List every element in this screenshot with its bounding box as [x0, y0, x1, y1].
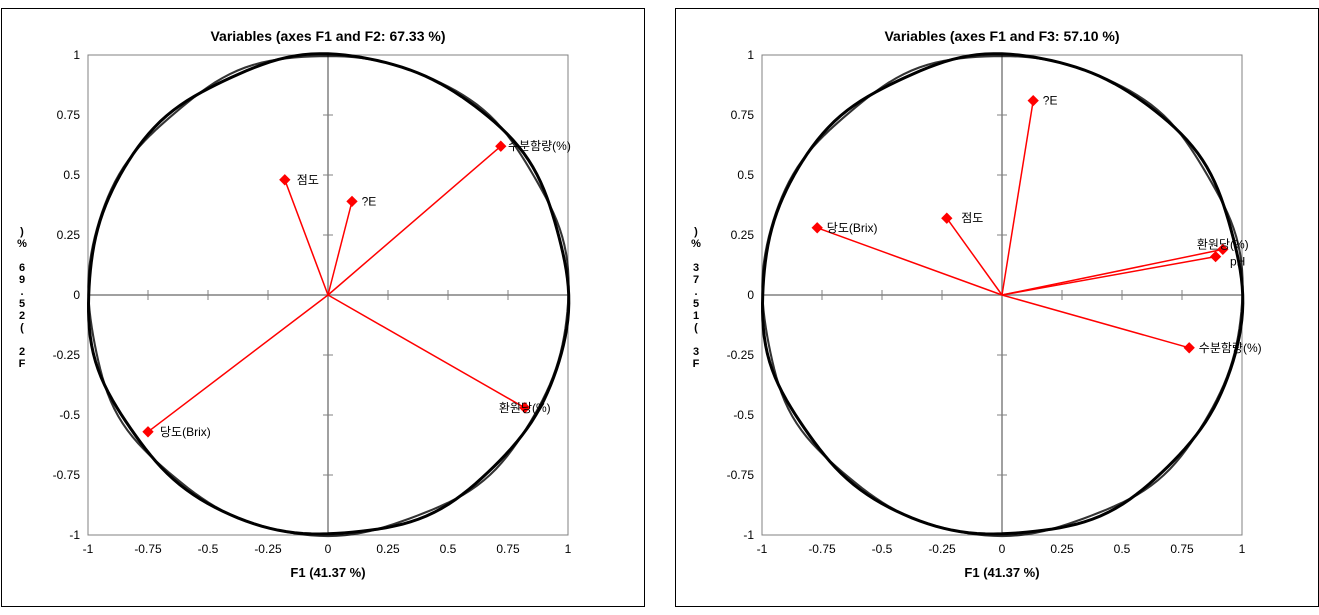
pca-chart-panel-2: Variables (axes F1 and F3: 57.10 %) -1 -0.… — [675, 8, 1319, 607]
svg-text:7: 7 — [692, 274, 698, 286]
svg-text:0.25: 0.25 — [56, 228, 80, 242]
svg-text:-0.75: -0.75 — [134, 542, 162, 556]
svg-text:1: 1 — [1238, 542, 1245, 556]
svg-text:1: 1 — [692, 310, 698, 322]
svg-text:2: 2 — [18, 310, 24, 322]
svg-text:0.5: 0.5 — [737, 168, 754, 182]
svg-text:-0.75: -0.75 — [726, 468, 754, 482]
svg-text:3: 3 — [692, 346, 698, 358]
svg-text:0: 0 — [998, 542, 1005, 556]
pca-biplot-1: Variables (axes F1 and F2: 67.33 %) -1 -0.… — [8, 15, 638, 595]
loading-label: 수분함량(%) — [1198, 341, 1261, 355]
svg-text:2: 2 — [18, 346, 24, 358]
pca-chart-panel-1: Variables (axes F1 and F2: 67.33 %) -1 -0.… — [1, 8, 645, 607]
svg-text:-0.5: -0.5 — [733, 408, 754, 422]
svg-text:1: 1 — [73, 48, 80, 62]
svg-text:.: . — [20, 286, 23, 298]
svg-text:F: F — [692, 358, 699, 370]
svg-text:0.75: 0.75 — [1170, 542, 1194, 556]
svg-text:5: 5 — [18, 298, 24, 310]
svg-text:0.5: 0.5 — [439, 542, 456, 556]
svg-text:0: 0 — [324, 542, 331, 556]
y-axis-label: ) — [20, 226, 24, 238]
loading-label: 당도(Brix) — [160, 425, 211, 439]
loading-label: ?E — [1042, 94, 1057, 108]
svg-text:-1: -1 — [69, 528, 80, 542]
svg-text:6: 6 — [18, 262, 24, 274]
svg-text:0.25: 0.25 — [376, 542, 400, 556]
svg-text:0.25: 0.25 — [730, 228, 754, 242]
svg-text:-1: -1 — [743, 528, 754, 542]
svg-text:-0.25: -0.25 — [254, 542, 282, 556]
svg-text:-0.5: -0.5 — [197, 542, 218, 556]
svg-text:-0.25: -0.25 — [726, 348, 754, 362]
svg-text:1: 1 — [564, 542, 571, 556]
svg-text:-0.25: -0.25 — [52, 348, 80, 362]
svg-text:-0.25: -0.25 — [928, 542, 956, 556]
loading-label: 환원당(%) — [498, 401, 550, 415]
svg-text:-1: -1 — [756, 542, 767, 556]
svg-text:-0.75: -0.75 — [808, 542, 836, 556]
svg-text:(: ( — [20, 322, 24, 334]
svg-text:1: 1 — [747, 48, 754, 62]
svg-text:0.75: 0.75 — [730, 108, 754, 122]
svg-text:-1: -1 — [82, 542, 93, 556]
loading-label: pH — [1230, 254, 1245, 268]
svg-text:0.5: 0.5 — [1113, 542, 1130, 556]
svg-text:9: 9 — [18, 274, 24, 286]
x-axis-label: F1 (41.37 %) — [290, 565, 365, 580]
loading-label: 점도 — [961, 211, 983, 225]
svg-text:0: 0 — [73, 288, 80, 302]
svg-text:F: F — [18, 358, 25, 370]
loading-label: 수분함량(%) — [508, 139, 571, 153]
svg-text:-0.5: -0.5 — [871, 542, 892, 556]
svg-text:%: % — [17, 238, 27, 250]
loading-label: 환원당(%) — [1196, 238, 1248, 252]
svg-text:5: 5 — [692, 298, 698, 310]
loading-label: 당도(Brix) — [826, 221, 877, 235]
svg-text:3: 3 — [692, 262, 698, 274]
svg-text:(: ( — [694, 322, 698, 334]
chart-title: Variables (axes F1 and F2: 67.33 %) — [210, 28, 445, 44]
svg-text:%: % — [691, 238, 701, 250]
svg-text:.: . — [694, 286, 697, 298]
y-axis-label: ) — [694, 226, 698, 238]
pca-biplot-2: Variables (axes F1 and F3: 57.10 %) -1 -0.… — [682, 15, 1312, 595]
loading-label: 점도 — [296, 173, 318, 187]
svg-text:-0.5: -0.5 — [59, 408, 80, 422]
svg-text:0.75: 0.75 — [56, 108, 80, 122]
svg-text:0: 0 — [747, 288, 754, 302]
svg-text:-0.75: -0.75 — [52, 468, 80, 482]
x-axis-label: F1 (41.37 %) — [964, 565, 1039, 580]
svg-text:0.5: 0.5 — [63, 168, 80, 182]
svg-text:0.25: 0.25 — [1050, 542, 1074, 556]
loading-label: ?E — [361, 194, 376, 208]
svg-text:0.75: 0.75 — [496, 542, 520, 556]
chart-title: Variables (axes F1 and F3: 57.10 %) — [884, 28, 1119, 44]
